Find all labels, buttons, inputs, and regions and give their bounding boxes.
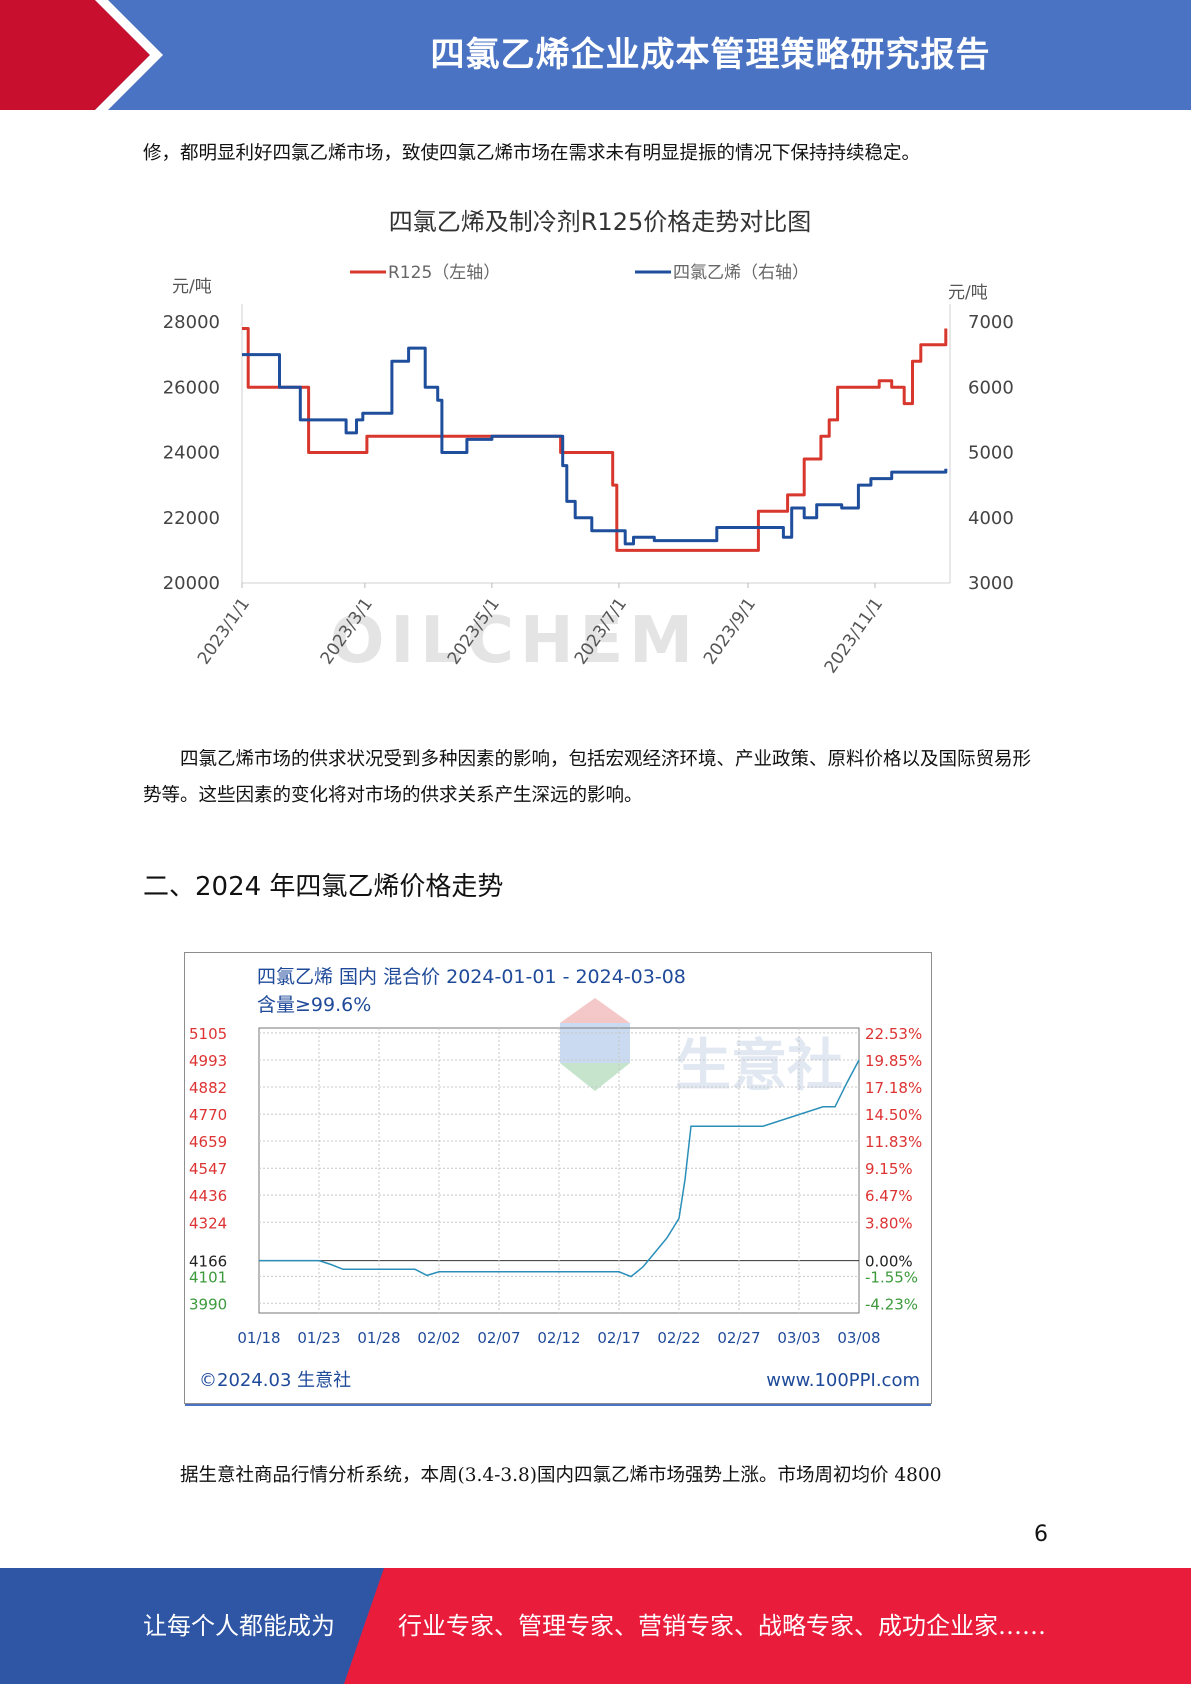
x-tick-label: 01/18 (237, 1329, 280, 1347)
x-tick-label: 01/28 (357, 1329, 400, 1347)
price-trend-chart: 生意社 四氯乙烯 国内 混合价 2024-01-01 - 2024-03-08 含量… (189, 966, 922, 1391)
y-tick-left: 4436 (189, 1187, 227, 1205)
ppi-logo-icon (560, 998, 630, 1091)
chart-title: 四氯乙烯及制冷剂R125价格走势对比图 (389, 208, 811, 236)
x-tick-label: 02/22 (657, 1329, 700, 1347)
price-line (259, 1059, 860, 1278)
y-tick-right: 5000 (968, 443, 1014, 464)
x-tick-label: 2023/1/1 (194, 594, 254, 668)
y-tick-right: 22.53% (865, 1025, 922, 1043)
paragraph-2: 四氯乙烯市场的供求状况受到多种因素的影响，包括宏观经济环境、产业政策、原料价格以… (143, 749, 1032, 806)
page-footer: 让每个人都能成为 行业专家、管理专家、营销专家、战略专家、成功企业家…… (0, 1568, 1191, 1684)
y-tick-left: 28000 (163, 312, 220, 333)
y-axis-unit-left: 元/吨 (172, 277, 212, 297)
page-number: 6 (1034, 1522, 1048, 1547)
y-tick-left: 4101 (189, 1268, 227, 1286)
chart-watermark: OILCHEM (330, 604, 699, 678)
x-tick-label: 02/27 (717, 1329, 760, 1347)
y-tick-left: 4659 (189, 1133, 227, 1151)
y-tick-right: 7000 (968, 312, 1014, 333)
y-tick-left: 4770 (189, 1106, 227, 1124)
header-chevron-icon (0, 0, 163, 110)
legend-label: R125（左轴） (388, 263, 500, 283)
chart-subtitle: 含量≥99.6% (257, 994, 371, 1016)
y-tick-right: 6000 (968, 377, 1014, 398)
y-tick-left: 4166 (189, 1253, 227, 1271)
section-heading: 二、2024 年四氯乙烯价格走势 (143, 872, 504, 902)
y-tick-right: 14.50% (865, 1106, 922, 1124)
y-tick-right: 0.00% (865, 1253, 913, 1271)
x-tick-label: 03/03 (777, 1329, 820, 1347)
footer-slogan-right: 行业专家、管理专家、营销专家、战略专家、成功企业家…… (398, 1612, 1046, 1640)
chart-bottom-rule (185, 1404, 931, 1406)
legend-label: 四氯乙烯（右轴） (673, 263, 809, 283)
paragraph-3: 据生意社商品行情分析系统，本周(3.4-3.8)国内四氯乙烯市场强势上涨。市场周… (180, 1465, 942, 1486)
y-tick-right: 9.15% (865, 1160, 913, 1178)
series-line-2 (242, 346, 948, 546)
header-title: 四氯乙烯企业成本管理策略研究报告 (430, 35, 991, 75)
y-tick-left: 4324 (189, 1214, 227, 1232)
page-header: 四氯乙烯企业成本管理策略研究报告 (0, 0, 1191, 110)
y-tick-right: 4000 (968, 508, 1014, 529)
y-tick-right: 3.80% (865, 1214, 913, 1232)
chart-copyright: ©2024.03 生意社 (199, 1370, 351, 1391)
y-tick-right: 19.85% (865, 1052, 922, 1070)
paragraph-1: 修，都明显利好四氯乙烯市场，致使四氯乙烯市场在需求未有明显提振的情况下保持持续稳… (143, 143, 921, 164)
y-tick-left: 24000 (163, 443, 220, 464)
y-tick-right: 17.18% (865, 1079, 922, 1097)
y-tick-right: 3000 (968, 573, 1014, 594)
chart-source-url: www.100PPI.com (766, 1370, 920, 1391)
y-axis-unit-right: 元/吨 (948, 283, 988, 303)
price-comparison-chart: OILCHEM 四氯乙烯及制冷剂R125价格走势对比图 R125（左轴） 四氯乙烯（右… (163, 208, 1014, 678)
x-tick-label: 02/12 (537, 1329, 580, 1347)
x-tick-label: 02/17 (597, 1329, 640, 1347)
footer-slogan-left: 让每个人都能成为 (143, 1612, 335, 1640)
chart-title: 四氯乙烯 国内 混合价 2024-01-01 - 2024-03-08 (257, 966, 686, 988)
series-line-1 (242, 327, 948, 552)
chart-watermark: 生意社 (675, 1034, 843, 1099)
x-tick-label: 02/07 (477, 1329, 520, 1347)
y-tick-left: 20000 (163, 573, 220, 594)
y-tick-left: 4882 (189, 1079, 227, 1097)
y-tick-right: -1.55% (865, 1268, 918, 1286)
x-tick-label: 2023/9/1 (700, 594, 760, 668)
x-tick-label: 2023/11/1 (821, 594, 887, 677)
y-tick-left: 26000 (163, 377, 220, 398)
y-tick-left: 4547 (189, 1160, 227, 1178)
x-tick-label: 03/08 (837, 1329, 880, 1347)
y-tick-left: 4993 (189, 1052, 227, 1070)
y-tick-left: 3990 (189, 1295, 227, 1313)
y-tick-left: 5105 (189, 1025, 227, 1043)
y-tick-right: -4.23% (865, 1295, 918, 1313)
x-tick-label: 01/23 (297, 1329, 340, 1347)
x-tick-label: 02/02 (417, 1329, 460, 1347)
footer-band-icon (0, 1568, 1191, 1684)
y-tick-left: 22000 (163, 508, 220, 529)
y-tick-right: 6.47% (865, 1187, 913, 1205)
price-trend-chart-frame: 生意社 四氯乙烯 国内 混合价 2024-01-01 - 2024-03-08 含量… (184, 952, 932, 1406)
y-tick-right: 11.83% (865, 1133, 922, 1151)
